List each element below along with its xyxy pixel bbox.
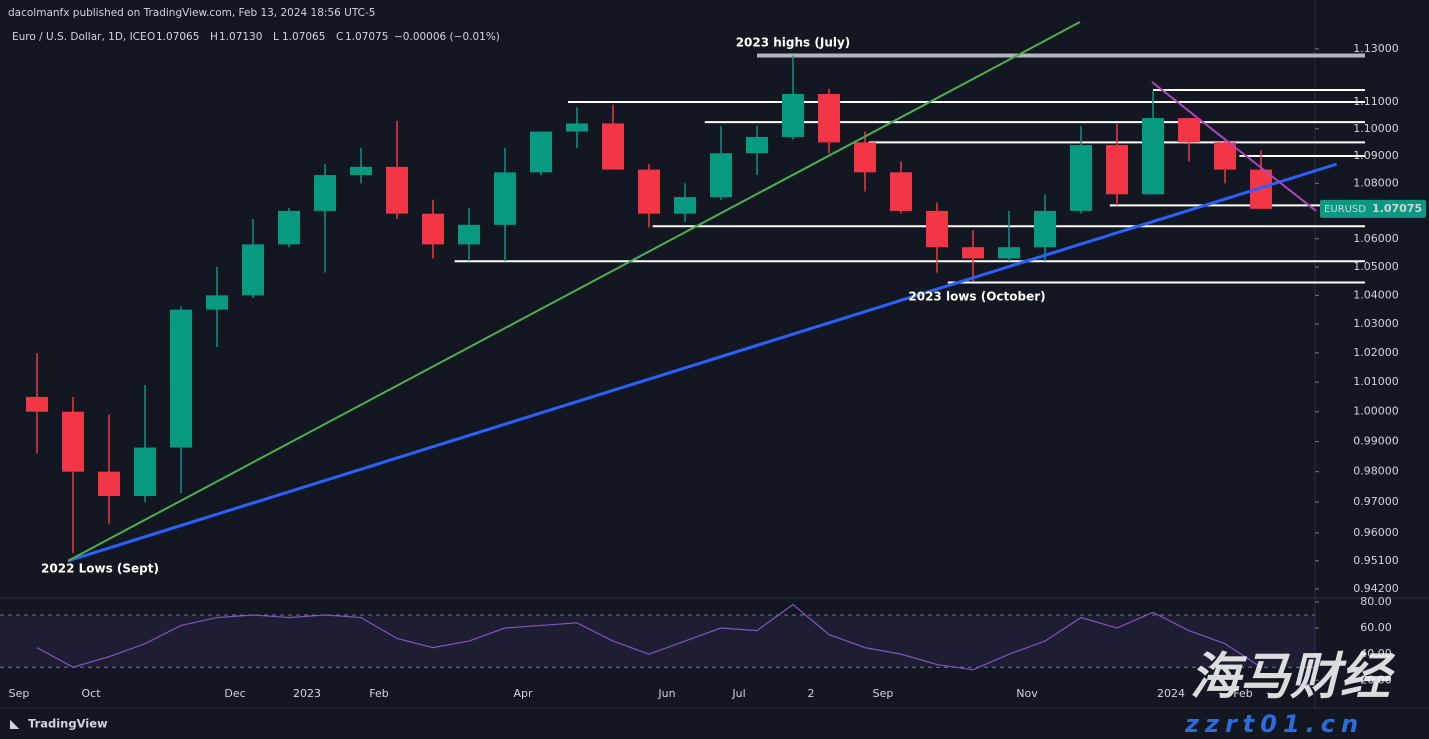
candle-body (350, 166, 372, 176)
candle-body (962, 247, 984, 259)
price-tag-value: 1.07075 (1372, 202, 1422, 215)
rsi-tick-label: 40.00 (1360, 647, 1392, 660)
x-tick-label: Apr (513, 687, 533, 700)
candle-body (782, 93, 804, 137)
candle-body (458, 224, 480, 245)
trendline (67, 21, 1081, 562)
y-tick-label: 0.95100 (1353, 554, 1399, 567)
candle-body (1214, 142, 1236, 170)
trendline (1151, 81, 1317, 212)
y-tick-label: 0.97000 (1353, 495, 1399, 508)
author-line: dacolmanfx published on TradingView.com,… (8, 7, 375, 19)
watermark-site: zzrt01.cn (1184, 710, 1364, 738)
ohlc-key: H (210, 31, 218, 43)
candle-body (602, 123, 624, 170)
candle-body (1178, 118, 1200, 143)
candle-body (566, 123, 588, 132)
x-tick-label: Nov (1016, 687, 1038, 700)
candle-body (314, 175, 336, 211)
symbol-legend: Euro / U.S. Dollar, 1D, ICE O 1.07065 H 1.0… (12, 31, 500, 43)
candle-body (1142, 118, 1164, 195)
brand-logo[interactable]: ◣ (10, 717, 20, 731)
y-tick-label: 1.01000 (1353, 375, 1399, 388)
candle-body (422, 213, 444, 245)
candle-body (674, 197, 696, 214)
x-tick-label: Feb (1233, 687, 1252, 700)
candle-body (1034, 210, 1056, 248)
ohlc-key: O (147, 31, 155, 43)
price-tag-symbol: EURUSD (1324, 204, 1366, 215)
candle-body (242, 244, 264, 296)
x-tick-label: 2023 (293, 687, 321, 700)
candle-body (134, 447, 156, 497)
x-tick-label: Sep (9, 687, 30, 700)
candle-body (998, 247, 1020, 259)
y-tick-label: 1.08000 (1353, 176, 1399, 189)
y-tick-label: 0.94200 (1353, 582, 1399, 595)
candle-body (98, 471, 120, 497)
y-tick-label: 1.02000 (1353, 346, 1399, 359)
y-tick-label: 1.00000 (1353, 405, 1399, 418)
change: −0.00006 (−0.01%) (394, 31, 500, 43)
candle-body (746, 136, 768, 154)
ohlc-key: C (336, 31, 343, 43)
candle-body (494, 172, 516, 225)
annotation: 2023 highs (July) (736, 36, 851, 50)
candle-body (530, 131, 552, 173)
candle-body (638, 169, 660, 214)
x-tick-label: Dec (224, 687, 245, 700)
rsi-tick-label: 20.00 (1360, 673, 1392, 686)
price-tag (1320, 199, 1426, 218)
rsi-tick-label: 60.00 (1360, 621, 1392, 634)
y-tick-label: 0.96000 (1353, 526, 1399, 539)
x-tick-label: 2024 (1157, 687, 1185, 700)
watermark: 海马财经 (1190, 648, 1396, 706)
y-tick-label: 1.11000 (1353, 95, 1399, 108)
ohlc-value: 1.07065 (282, 31, 325, 43)
candle-body (818, 93, 840, 143)
ohlc-key: L (273, 31, 279, 43)
y-tick-label: 1.04000 (1353, 288, 1399, 301)
brand[interactable]: TradingView (28, 717, 108, 731)
candle-body (62, 411, 84, 472)
annotation: 2023 lows (October) (908, 290, 1045, 304)
ohlc-value: 1.07075 (345, 31, 388, 43)
rsi-tick-label: 80.00 (1360, 595, 1392, 608)
candle-body (1106, 145, 1128, 195)
x-tick-label: Feb (369, 687, 388, 700)
y-tick-label: 1.05000 (1353, 260, 1399, 273)
ohlc-value: 1.07130 (219, 31, 262, 43)
candle-body (1070, 145, 1092, 211)
x-tick-label: 2 (808, 687, 815, 700)
y-tick-label: 0.99000 (1353, 435, 1399, 448)
y-tick-label: 1.06000 (1353, 232, 1399, 245)
candle-body (278, 210, 300, 245)
annotation: 2022 Lows (Sept) (41, 562, 159, 576)
ohlc-value: 1.07065 (156, 31, 199, 43)
y-tick-label: 1.10000 (1353, 122, 1399, 135)
x-tick-label: Jul (731, 687, 745, 700)
rsi-band (0, 614, 1315, 668)
trendline (67, 162, 1338, 563)
y-tick-label: 0.98000 (1353, 465, 1399, 478)
candle-body (206, 295, 228, 310)
candle-body (170, 309, 192, 448)
candle-body (386, 166, 408, 214)
candle-body (710, 153, 732, 198)
x-tick-label: Oct (81, 687, 101, 700)
candle-body (926, 210, 948, 248)
y-tick-label: 1.13000 (1353, 42, 1399, 55)
symbol: Euro / U.S. Dollar, 1D, ICE (12, 31, 147, 43)
rsi-line (36, 603, 1262, 671)
candle-body (26, 396, 48, 412)
candle-body (890, 172, 912, 211)
candle-body (854, 142, 876, 173)
y-tick-label: 1.09000 (1353, 149, 1399, 162)
x-tick-label: Sep (873, 687, 894, 700)
y-tick-label: 1.03000 (1353, 317, 1399, 330)
x-tick-label: Jun (657, 687, 675, 700)
